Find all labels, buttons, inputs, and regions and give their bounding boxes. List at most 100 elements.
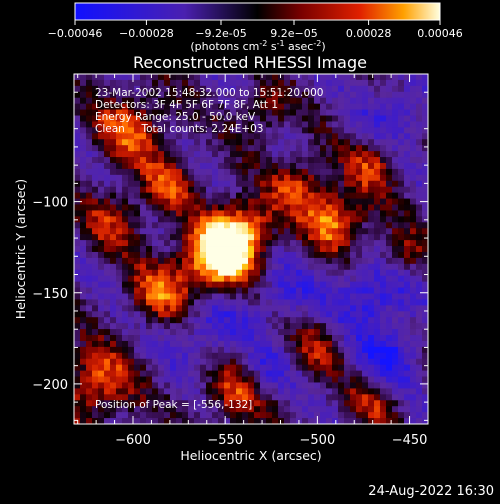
heatmap-cell: [134, 263, 141, 271]
heatmap-cell: [404, 133, 411, 140]
heatmap-cell: [248, 168, 255, 176]
heatmap-cell: [260, 79, 267, 87]
heatmap-cell: [332, 388, 339, 395]
heatmap-cell: [284, 364, 291, 372]
heatmap-cell: [134, 340, 141, 348]
heatmap-cell: [188, 133, 195, 140]
heatmap-cell: [332, 263, 339, 271]
heatmap-cell: [242, 263, 249, 271]
heatmap-cell: [86, 216, 93, 223]
heatmap-cell: [278, 311, 285, 318]
heatmap-cell: [398, 127, 405, 134]
heatmap-cell: [392, 394, 399, 401]
heatmap-cell: [176, 323, 183, 330]
heatmap-cell: [194, 382, 201, 389]
heatmap-cell: [356, 263, 363, 271]
heatmap-cell: [410, 346, 417, 354]
heatmap-cell: [284, 340, 291, 348]
heatmap-cell: [284, 133, 291, 140]
heatmap-cell: [110, 346, 117, 354]
heatmap-cell: [206, 121, 213, 128]
heatmap-cell: [338, 109, 345, 116]
heatmap-cell: [344, 145, 351, 152]
heatmap-cell: [266, 406, 273, 413]
heatmap-cell: [164, 346, 171, 354]
heatmap-cell: [332, 151, 339, 158]
heatmap-cell: [80, 275, 87, 283]
heatmap-cell: [152, 370, 159, 377]
heatmap-cell: [296, 115, 303, 122]
heatmap-cell: [236, 139, 243, 146]
heatmap-cell: [74, 275, 81, 283]
heatmap-cell: [266, 394, 273, 401]
heatmap-cell: [152, 91, 159, 99]
heatmap-cell: [248, 394, 255, 401]
heatmap-cell: [110, 222, 117, 229]
heatmap-cell: [134, 329, 141, 336]
heatmap-cell: [164, 400, 171, 407]
heatmap-cell: [206, 240, 213, 247]
heatmap-cell: [290, 251, 297, 259]
heatmap-cell: [152, 180, 159, 188]
heatmap-cell: [338, 91, 345, 99]
heatmap-cell: [152, 364, 159, 372]
heatmap-cell: [374, 157, 381, 164]
heatmap-cell: [254, 335, 261, 342]
heatmap-cell: [224, 340, 231, 348]
heatmap-cell: [392, 103, 399, 110]
heatmap-cell: [344, 370, 351, 377]
heatmap-cell: [314, 145, 321, 152]
heatmap-cell: [308, 210, 315, 217]
heatmap-cell: [284, 293, 291, 300]
heatmap-cell: [338, 85, 345, 93]
heatmap-cell: [362, 400, 369, 407]
heatmap-cell: [266, 335, 273, 342]
heatmap-cell: [200, 210, 207, 217]
heatmap-cell: [290, 246, 297, 253]
heatmap-cell: [164, 222, 171, 229]
heatmap-cell: [368, 269, 375, 277]
heatmap-cell: [290, 299, 297, 306]
heatmap-cell: [176, 311, 183, 318]
heatmap-cell: [212, 412, 219, 419]
heatmap-cell: [224, 364, 231, 372]
heatmap-cell: [110, 246, 117, 253]
heatmap-cell: [194, 115, 201, 122]
heatmap-cell: [110, 275, 117, 283]
heatmap-cell: [194, 162, 201, 170]
heatmap-cell: [380, 299, 387, 306]
heatmap-cell: [116, 192, 123, 199]
heatmap-cell: [242, 382, 249, 389]
heatmap-cell: [230, 317, 237, 324]
heatmap-cell: [176, 251, 183, 259]
heatmap-cell: [80, 246, 87, 253]
heatmap-cell: [362, 216, 369, 223]
heatmap-cell: [194, 370, 201, 377]
heatmap-cell: [236, 317, 243, 324]
heatmap-cell: [206, 145, 213, 152]
heatmap-cell: [92, 79, 99, 87]
heatmap-cell: [170, 133, 177, 140]
heatmap-cell: [188, 293, 195, 300]
heatmap-cell: [80, 198, 87, 205]
heatmap-cell: [284, 281, 291, 288]
heatmap-cell: [122, 186, 129, 194]
heatmap-cell: [74, 323, 81, 330]
heatmap-cell: [338, 299, 345, 306]
heatmap-cell: [374, 370, 381, 377]
heatmap-cell: [260, 109, 267, 116]
heatmap-cell: [128, 103, 135, 110]
heatmap-cell: [398, 216, 405, 223]
heatmap-cell: [200, 305, 207, 312]
heatmap-cell: [188, 269, 195, 277]
heatmap-cell: [380, 216, 387, 223]
heatmap-cell: [224, 204, 231, 211]
heatmap-cell: [284, 317, 291, 324]
heatmap-cell: [332, 382, 339, 389]
x-tick-label: −500: [300, 433, 336, 448]
heatmap-cell: [140, 412, 147, 419]
heatmap-cell: [404, 103, 411, 110]
heatmap-cell: [80, 121, 87, 128]
heatmap-cell: [224, 115, 231, 122]
heatmap-cell: [290, 198, 297, 205]
